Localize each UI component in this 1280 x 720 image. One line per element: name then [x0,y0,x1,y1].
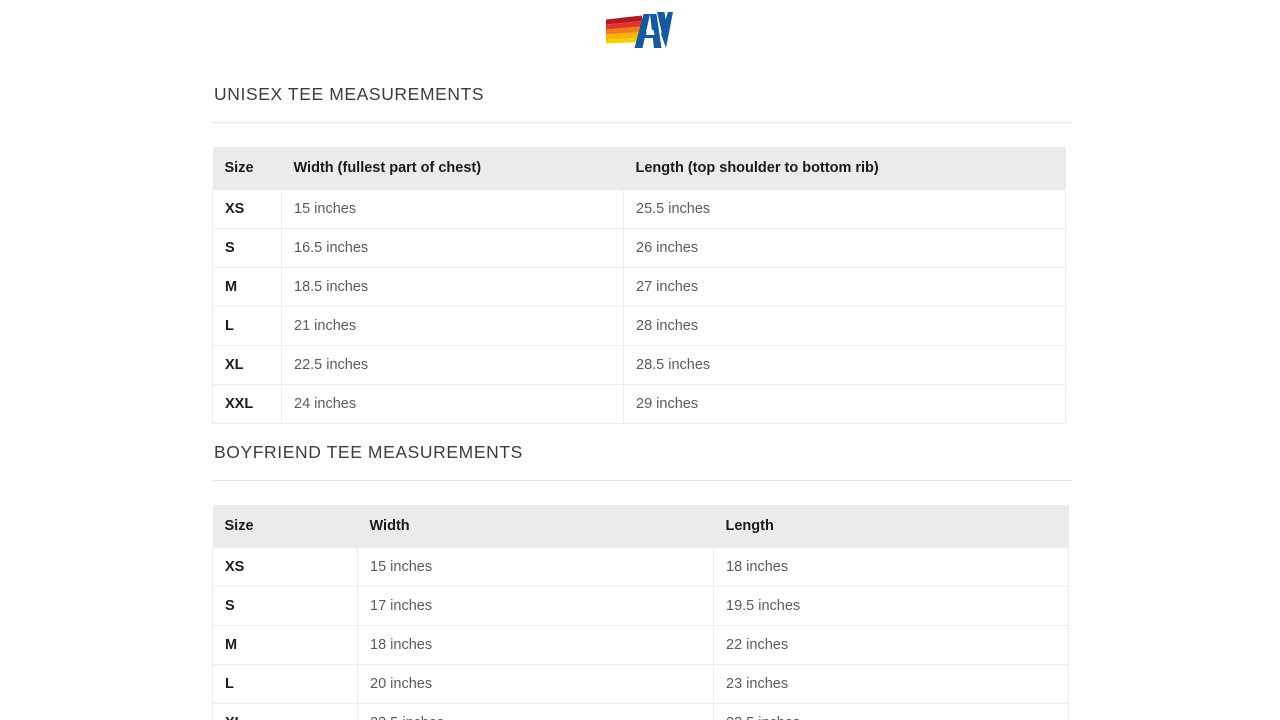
cell-length: 23 inches [713,664,1069,704]
table-row: S 17 inches 19.5 inches [212,586,1069,626]
table-row: XS 15 inches 25.5 inches [212,189,1066,229]
cell-size: L [212,306,282,346]
table-header: Size Width Length [212,505,1069,548]
cell-width: 17 inches [357,586,714,626]
cell-width: 20 inches [357,664,714,704]
logo-flag-stripes [606,15,642,44]
cell-length: 27 inches [623,267,1066,307]
cell-width: 16.5 inches [281,228,624,268]
av-logo-icon [606,12,673,48]
cell-width: 18 inches [357,625,714,665]
logo-monogram-crossbar [646,30,655,35]
cell-size: XL [212,703,358,720]
cell-size: S [212,586,358,626]
content-column: UNISEX TEE MEASUREMENTS Size Width (full… [212,84,1072,720]
table-row: L 21 inches 28 inches [212,306,1066,346]
cell-size: XS [212,547,358,587]
unisex-tee-table-block: Size Width (fullest part of chest) Lengt… [212,147,1072,424]
cell-length: 18 inches [713,547,1069,587]
boyfriend-tee-table-block: Size Width Length XS 15 inches 18 inches… [212,505,1072,720]
cell-length: 19.5 inches [713,586,1069,626]
cell-length: 26 inches [623,228,1066,268]
cell-length: 25.5 inches [623,189,1066,229]
section-spacer [212,424,1072,442]
table-row: M 18 inches 22 inches [212,625,1069,665]
table-row: M 18.5 inches 27 inches [212,267,1066,307]
table-row: XS 15 inches 18 inches [212,547,1069,587]
table-header-row: Size Width (fullest part of chest) Lengt… [212,147,1066,190]
cell-size: S [212,228,282,268]
table-header: Size Width (fullest part of chest) Lengt… [212,147,1066,190]
column-header-length: Length [713,505,1069,548]
section-boyfriend-tee: BOYFRIEND TEE MEASUREMENTS Size Width Le… [212,442,1072,720]
cell-width: 24 inches [281,384,624,424]
logo-monogram [634,12,673,48]
cell-size: M [212,625,358,665]
cell-length: 29 inches [623,384,1066,424]
cell-length: 28 inches [623,306,1066,346]
table-row: XL 22.5 inches 23.5 inches [212,703,1069,720]
section-heading-boyfriend: BOYFRIEND TEE MEASUREMENTS [214,442,523,462]
cell-width: 18.5 inches [281,267,624,307]
table-row: S 16.5 inches 26 inches [212,228,1066,268]
column-header-size: Size [212,147,282,190]
cell-width: 21 inches [281,306,624,346]
cell-width: 15 inches [281,189,624,229]
cell-size: XXL [212,384,282,424]
heading-divider [212,122,1072,123]
unisex-tee-table: Size Width (fullest part of chest) Lengt… [212,147,1066,424]
boyfriend-tee-table: Size Width Length XS 15 inches 18 inches… [212,505,1069,720]
table-body: XS 15 inches 25.5 inches S 16.5 inches 2… [212,189,1066,424]
cell-length: 22 inches [713,625,1069,665]
table-row: L 20 inches 23 inches [212,664,1069,704]
section-heading-unisex: UNISEX TEE MEASUREMENTS [214,84,485,104]
table-row: XL 22.5 inches 28.5 inches [212,345,1066,385]
column-header-size: Size [212,505,358,548]
column-header-length: Length (top shoulder to bottom rib) [623,147,1066,190]
table-row: XXL 24 inches 29 inches [212,384,1066,424]
column-header-width: Width [357,505,714,548]
cell-width: 15 inches [357,547,714,587]
cell-width: 22.5 inches [357,703,714,720]
cell-size: L [212,664,358,704]
table-header-row: Size Width Length [212,505,1069,548]
section-unisex-tee: UNISEX TEE MEASUREMENTS Size Width (full… [212,84,1072,424]
column-header-width: Width (fullest part of chest) [281,147,624,190]
cell-size: XL [212,345,282,385]
heading-divider [212,480,1072,481]
cell-length: 23.5 inches [713,703,1069,720]
cell-width: 22.5 inches [281,345,624,385]
cell-size: XS [212,189,282,229]
site-logo[interactable] [0,8,1280,50]
table-body: XS 15 inches 18 inches S 17 inches 19.5 … [212,547,1069,720]
cell-size: M [212,267,282,307]
cell-length: 28.5 inches [623,345,1066,385]
